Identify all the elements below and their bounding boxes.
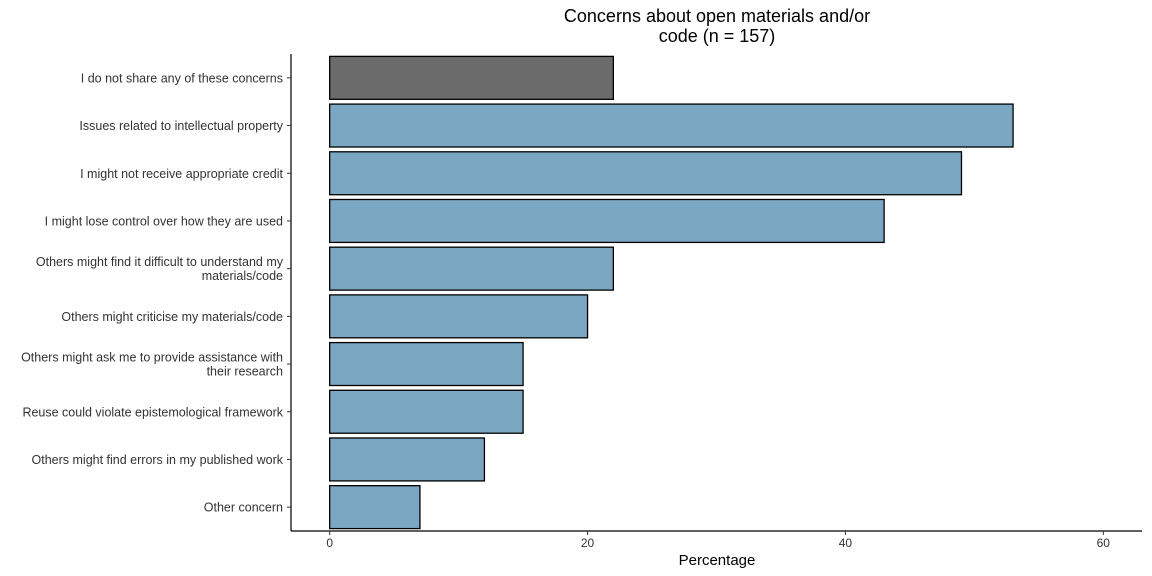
bar-3 — [329, 151, 963, 196]
x-tick-label-4: 60 — [1097, 536, 1111, 550]
bar-9 — [329, 437, 486, 482]
bar-2 — [329, 103, 1014, 148]
chart-title-line-1: Concerns about open materials and/or — [564, 6, 870, 26]
bar-8 — [329, 389, 524, 434]
bar-7 — [329, 341, 524, 387]
y-tick-label-10: Other concern — [204, 501, 283, 515]
x-tick-label-1: 0 — [326, 536, 333, 550]
y-tick-label-5: Others might find it difficult to unders… — [36, 255, 284, 283]
x-tick-label-2: 20 — [581, 536, 595, 550]
y-tick-label-8: Reuse could violate epistemological fram… — [22, 405, 283, 419]
x-axis-title: Percentage — [679, 552, 756, 569]
y-tick-label-1: I do not share any of these concerns — [81, 71, 283, 85]
y-tick-label-6: Others might criticise my materials/code — [61, 310, 283, 324]
y-tick-label-2: Issues related to intellectual property — [79, 119, 283, 133]
x-axis: 0 20 40 60 — [291, 530, 1142, 550]
x-tick-label-3: 40 — [839, 536, 853, 550]
bar-10 — [329, 485, 421, 530]
y-tick-label-9: Others might find errors in my published… — [32, 453, 284, 467]
bar-5 — [329, 246, 614, 291]
chart-title: Concerns about open materials and/or cod… — [564, 6, 870, 46]
y-tick-label-3: I might not receive appropriate credit — [80, 167, 283, 181]
chart-title-line-2: code (n = 157) — [659, 26, 776, 46]
bars-group — [329, 55, 1014, 530]
bar-1 — [329, 55, 614, 100]
bar-6 — [329, 294, 589, 339]
y-tick-label-7: Others might ask me to provide assistanc… — [21, 351, 283, 379]
y-tick-label-4: I might lose control over how they are u… — [45, 214, 283, 228]
bar-4 — [329, 198, 885, 244]
y-axis: I do not share any of these concerns Issu… — [21, 54, 292, 531]
